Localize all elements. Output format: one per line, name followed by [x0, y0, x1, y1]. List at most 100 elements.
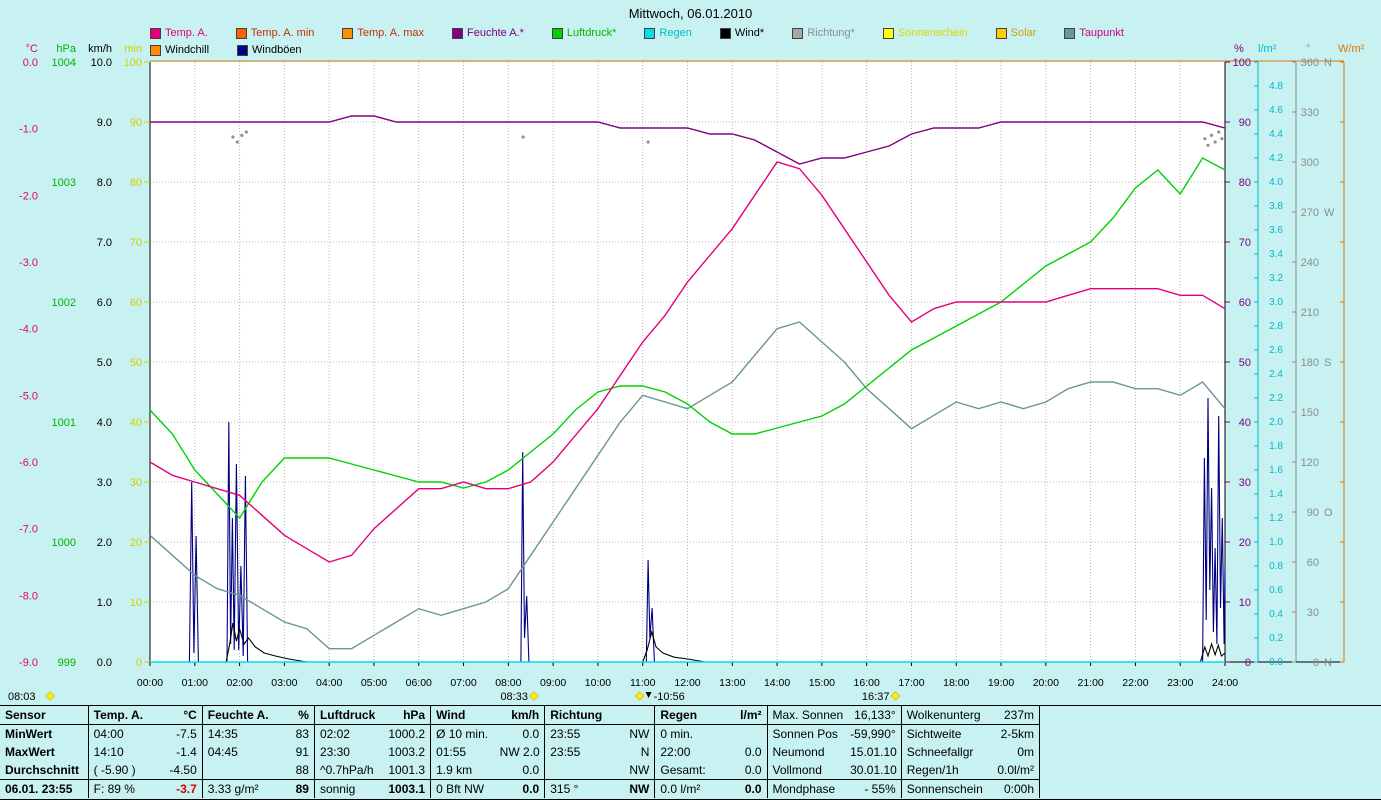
legend-label: Solar: [1010, 27, 1037, 39]
y-tick-label: -2.0: [19, 190, 38, 202]
stats-cell: NW 2.0: [494, 743, 546, 761]
legend-item: Temp. A.: [150, 27, 208, 39]
stats-cell: -4.50: [154, 761, 203, 780]
y-tick-label: 8.0: [97, 177, 112, 189]
series-richtung-dot: [1206, 143, 1210, 147]
y-tick-label: 330: [1301, 107, 1319, 119]
stats-cell: 02:02: [319, 727, 350, 741]
y-tick-label: 20: [130, 537, 142, 549]
y-tick-label: 60: [1307, 557, 1319, 569]
y-tick-label: 0.8: [1269, 561, 1283, 572]
y-tick-label: 60: [130, 297, 142, 309]
stats-cell: 1.9 km: [430, 761, 495, 780]
y-tick-label: 0.0: [1269, 657, 1283, 668]
stats-cell: Sensor: [0, 706, 89, 725]
stats-cell: 0.0: [494, 761, 546, 780]
stats-cell: 15.01.10: [845, 743, 902, 761]
series-richtung-dot: [244, 130, 248, 134]
x-tick-label: 00:00: [137, 677, 163, 689]
stats-cell: -7.5: [154, 724, 203, 743]
y-tick-label: 50: [1239, 357, 1251, 369]
x-tick-label: 17:00: [898, 677, 924, 689]
x-tick-label: 08:00: [495, 677, 521, 689]
x-tick-label: 07:00: [450, 677, 476, 689]
legend-label: Temp. A. min: [250, 27, 315, 39]
compass-letter-label: N: [1324, 657, 1332, 669]
stats-cell: [604, 706, 656, 725]
stats-cell: 0.0: [494, 724, 546, 743]
legend-item: Temp. A. max: [342, 27, 424, 39]
y-tick-label: 4.2: [1269, 153, 1283, 164]
stats-cell: %: [268, 706, 315, 725]
y-tick-label: 2.2: [1269, 393, 1283, 404]
compass-letter-label: S: [1324, 357, 1331, 369]
y-tick-label: 5.0: [97, 357, 112, 369]
y-tick-label: 150: [1301, 407, 1319, 419]
stats-cell: 14:35: [207, 727, 238, 741]
legend-item: Temp. A. min: [235, 27, 315, 39]
y-tick-label: 40: [1239, 417, 1251, 429]
legend-item: Richtung*: [792, 27, 855, 39]
x-tick-label: 21:00: [1077, 677, 1103, 689]
y-tick-label: 1.8: [1269, 441, 1283, 452]
legend-swatch-icon: [792, 27, 804, 39]
stats-cell: Luftdruck: [314, 706, 379, 725]
stats-cell: 315 °: [550, 782, 579, 796]
legend-item: Regen: [644, 27, 692, 39]
axis-unit-label: km/h: [88, 43, 112, 55]
y-tick-label: 90: [130, 117, 142, 129]
stats-cell: F: 89 %: [93, 782, 135, 796]
sun-time-label: 16:37: [862, 691, 890, 703]
stats-cell: 0.0: [494, 779, 546, 798]
legend-item: Luftdruck*: [551, 27, 616, 39]
y-tick-label: 1001: [52, 417, 76, 429]
x-tick-label: 06:00: [406, 677, 432, 689]
stats-cell: Regen: [654, 706, 719, 725]
stats-cell: -1.4: [154, 743, 203, 761]
x-tick-label: 05:00: [361, 677, 387, 689]
series-richtung-dot: [231, 135, 235, 139]
legend-item: Taupunkt: [1064, 27, 1124, 39]
y-tick-label: 0.4: [1269, 609, 1283, 620]
y-tick-label: 10: [1239, 597, 1251, 609]
y-tick-label: 1.2: [1269, 513, 1283, 524]
series-feuchte-a--line: [150, 115, 1226, 165]
stats-cell: 1003.1: [378, 779, 432, 798]
legend-row-2: Windchill Windböen: [150, 44, 302, 56]
legend-swatch-icon: [882, 27, 894, 39]
stats-cell: 0:00h: [987, 779, 1041, 798]
y-tick-label: 1002: [52, 297, 76, 309]
y-tick-label: 270: [1301, 207, 1319, 219]
legend-swatch-icon: [237, 44, 249, 56]
y-tick-label: 1000: [52, 537, 76, 549]
stats-cell: MaxWert: [0, 743, 89, 761]
stats-cell: - 55%: [845, 779, 902, 798]
x-tick-label: 19:00: [988, 677, 1014, 689]
legend-swatch-icon: [644, 27, 656, 39]
y-tick-label: 10.0: [91, 57, 112, 69]
sun-marker-icon: [529, 691, 539, 701]
stats-cell: 0m: [987, 743, 1041, 761]
y-tick-label: 2.0: [1269, 417, 1283, 428]
y-tick-label: 2.0: [97, 537, 112, 549]
y-tick-label: 7.0: [97, 237, 112, 249]
stats-cell: sonnig: [319, 782, 356, 796]
y-tick-label: 4.4: [1269, 129, 1283, 140]
y-tick-label: 1.0: [1269, 537, 1283, 548]
legend-swatch-icon: [150, 44, 161, 56]
series-temp-a--line: [149, 161, 1226, 563]
series-richtung-dot: [235, 140, 239, 144]
stats-cell: 06.01. 23:55: [0, 779, 89, 798]
legend-label: Feuchte A.*: [467, 27, 524, 39]
axis-unit-label: °: [1306, 43, 1310, 55]
axis-unit-label: hPa: [56, 43, 76, 55]
y-tick-label: 0: [1313, 657, 1319, 669]
y-tick-label: 100: [124, 57, 142, 69]
axis-unit-label: %: [1234, 43, 1244, 55]
y-tick-label: 3.2: [1269, 273, 1283, 284]
stats-cell: l/m²: [718, 706, 768, 725]
y-tick-label: 1.4: [1269, 489, 1283, 500]
stats-cell: 0 min.: [660, 727, 694, 741]
y-tick-label: 9.0: [97, 117, 112, 129]
y-tick-label: 4.6: [1269, 105, 1283, 116]
